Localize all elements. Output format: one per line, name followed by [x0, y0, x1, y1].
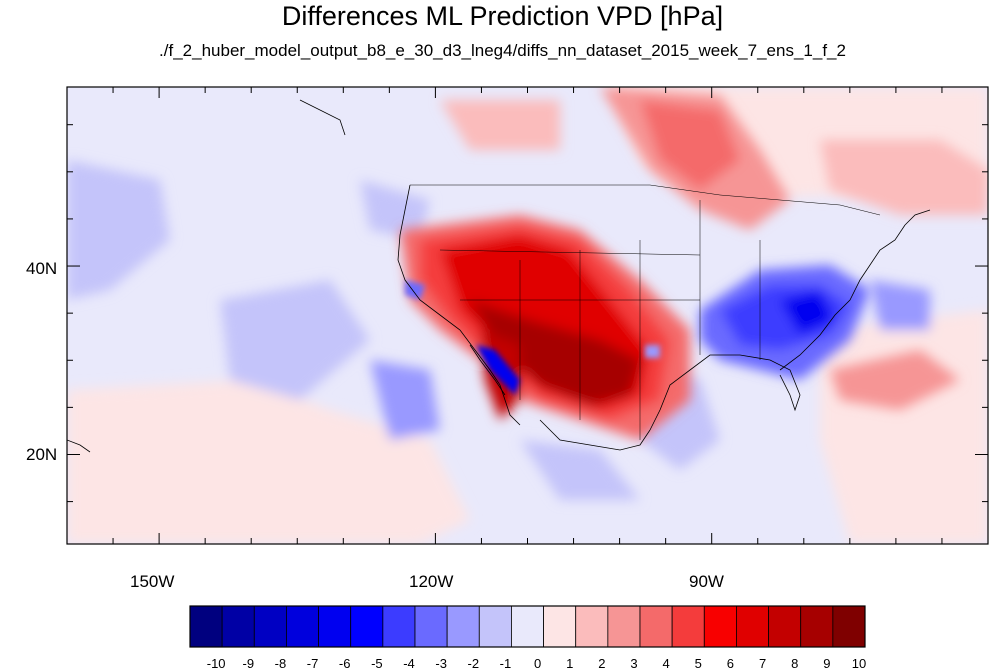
- colorbar-label: 2: [598, 656, 606, 671]
- colorbar-label: 7: [758, 656, 767, 671]
- map-subtitle: ./f_2_huber_model_output_b8_e_30_d3_lneg…: [159, 41, 846, 60]
- colorbar-box: [575, 605, 609, 648]
- colorbar-label: -4: [403, 656, 415, 671]
- lat-tick-20n: 20N: [26, 445, 58, 464]
- state-borders: [410, 184, 881, 440]
- colorbar-label: -7: [306, 656, 319, 671]
- colorbar-box: [703, 605, 737, 648]
- colorbar-label: 1: [566, 656, 574, 671]
- colorbar-box: [511, 605, 544, 648]
- colorbar-box: [639, 605, 673, 648]
- colorbar-box: [253, 605, 287, 648]
- lon-tick-90w: 90W: [689, 572, 724, 591]
- colorbar-label: 8: [791, 656, 799, 671]
- colorbar-box: [607, 605, 641, 648]
- colorbar-label: 10: [851, 656, 867, 671]
- colorbar-label: -1: [499, 656, 512, 671]
- colorbar-box: [414, 605, 448, 648]
- colorbar-box: [736, 605, 769, 648]
- colorbar-box: [318, 605, 352, 648]
- map-field: [67, 87, 988, 544]
- colorbar-label: -10: [206, 656, 226, 671]
- colorbar-box: [671, 605, 705, 648]
- lon-tick-150w: 150W: [130, 572, 175, 591]
- colorbar-label: -9: [242, 656, 255, 671]
- colorbar-label: -6: [338, 656, 351, 671]
- colorbar-label: -2: [467, 656, 480, 671]
- lon-tick-120w: 120W: [409, 572, 454, 591]
- colorbar-box: [832, 605, 866, 648]
- colorbar: [189, 605, 866, 648]
- colorbar-box: [221, 605, 255, 648]
- colorbar-label: 3: [630, 656, 638, 671]
- colorbar-box: [478, 605, 512, 648]
- colorbar-box: [350, 605, 384, 648]
- colorbar-box: [543, 605, 577, 648]
- colorbar-label: -8: [274, 656, 287, 671]
- axis-ticks: [66, 87, 989, 544]
- colorbar-label: -5: [371, 656, 383, 671]
- colorbar-frame: [189, 605, 866, 648]
- colorbar-box: [768, 605, 802, 648]
- colorbar-label: -3: [435, 656, 447, 671]
- colorbar-label: 5: [694, 656, 702, 671]
- colorbar-box: [286, 605, 319, 648]
- colorbar-label: 6: [726, 656, 735, 671]
- colorbar-box: [189, 605, 223, 648]
- coastlines: [67, 99, 931, 453]
- colorbar-box: [382, 605, 416, 648]
- colorbar-box: [800, 605, 834, 648]
- lat-tick-40n: 40N: [26, 259, 58, 278]
- colorbar-label: 9: [823, 656, 831, 671]
- colorbar-box: [446, 605, 480, 648]
- colorbar-label: 4: [662, 656, 670, 671]
- colorbar-label: 0: [533, 656, 542, 671]
- map-title: Differences ML Prediction VPD [hPa]: [281, 1, 724, 31]
